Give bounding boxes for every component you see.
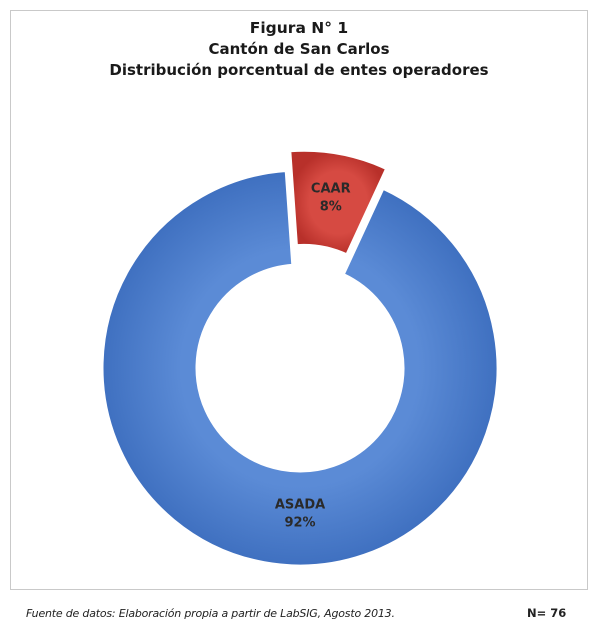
slice-label-caar: CAAR	[311, 181, 351, 196]
slice-asada	[100, 168, 500, 568]
chart-titles: Figura N° 1 Cantón de San Carlos Distrib…	[10, 18, 588, 81]
slice-caar	[288, 148, 389, 257]
data-source-note: Fuente de datos: Elaboración propia a pa…	[26, 607, 395, 620]
chart-subtitle-2: Distribución porcentual de entes operado…	[109, 61, 489, 79]
slice-label-asada: ASADA	[275, 498, 325, 513]
chart-subtitle-1: Cantón de San Carlos	[208, 40, 390, 58]
sample-size-label: N= 76	[527, 606, 567, 620]
slice-value-asada: 92%	[284, 516, 315, 531]
slice-value-caar: 8%	[320, 199, 342, 214]
chart-title: Figura N° 1	[249, 19, 349, 37]
